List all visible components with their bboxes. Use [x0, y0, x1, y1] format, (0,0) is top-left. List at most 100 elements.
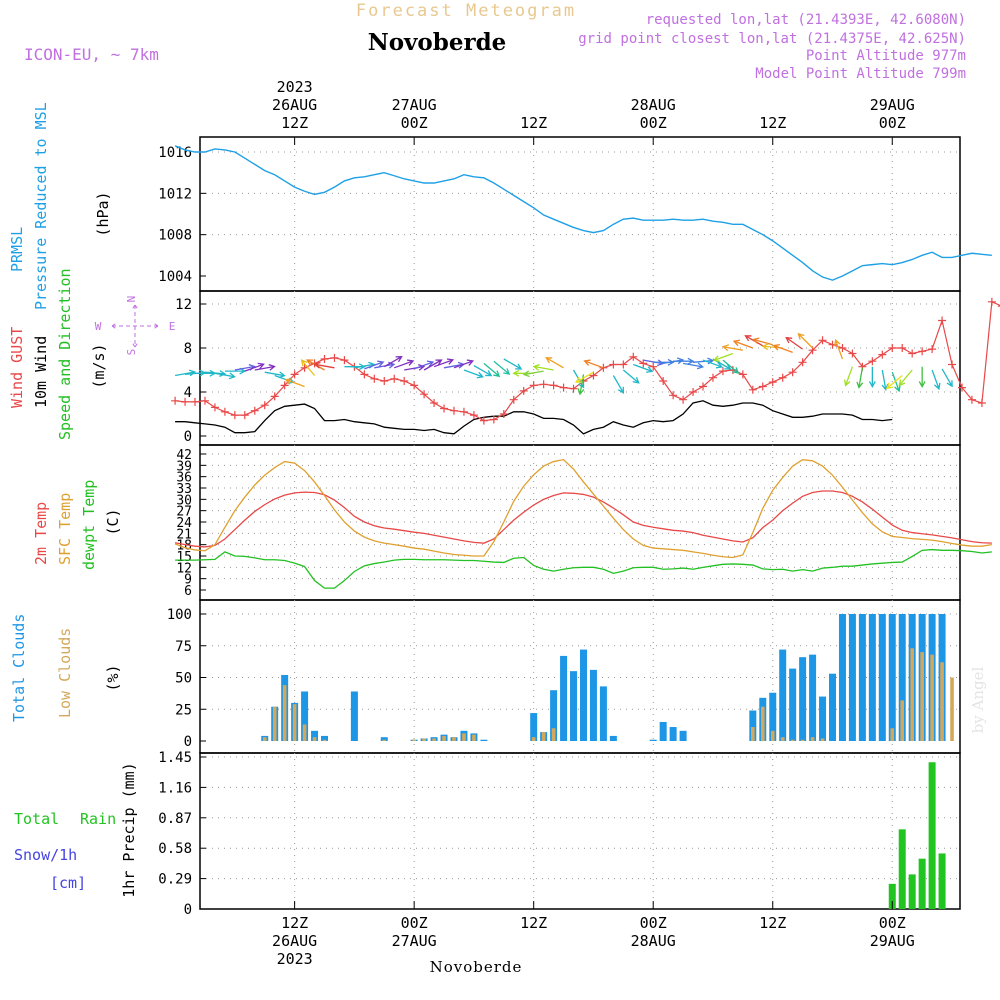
low-cloud-bar [412, 739, 416, 741]
pressure-line [174, 145, 992, 281]
gust-marker [479, 416, 488, 425]
rain-bar [908, 874, 916, 909]
rain-bar [888, 883, 896, 909]
wind-direction-arrow [732, 339, 754, 349]
bottom-date-label: 29AUG [870, 932, 915, 950]
bottom-year-label: 2023 [277, 950, 313, 968]
wind-direction-arrow [433, 358, 455, 368]
y-tick-label: 8 [184, 341, 192, 357]
total-cloud-bar [679, 730, 687, 741]
gust-marker [629, 352, 638, 361]
low-cloud-bar [820, 738, 825, 741]
gust-marker [420, 390, 429, 399]
wind-direction-arrow [868, 366, 876, 389]
y-tick-label: 0.58 [158, 841, 192, 857]
low-cloud-bar [541, 732, 546, 741]
y-tick-label: 1.16 [158, 780, 192, 796]
y-tick-label: 12 [176, 561, 192, 576]
total-cloud-bar [659, 721, 667, 741]
low-cloud-bar [312, 737, 317, 741]
total-cloud-bar [848, 614, 856, 741]
low-cloud-bar [462, 733, 466, 741]
wind-direction-arrow [712, 352, 734, 362]
dewpoint-label: dewpt Temp [80, 480, 98, 570]
compass-rose: N S W E [95, 296, 176, 356]
wind-direction-arrow [383, 356, 403, 368]
wind-direction-arrow [663, 357, 685, 365]
wind-direction-arrow [885, 375, 903, 390]
low-cloud-bar [920, 652, 924, 741]
low-cloud-bar [302, 724, 307, 741]
gust-marker [559, 383, 568, 392]
wind-direction-arrow [493, 360, 511, 375]
gust-marker [708, 373, 717, 382]
gust-marker [280, 381, 289, 390]
bottom-hour-label: 12Z [759, 914, 786, 932]
total-cloud-bar [669, 727, 677, 741]
gust-marker [449, 406, 458, 415]
y-tick-label: 33 [176, 482, 192, 497]
wind-direction-arrow [453, 359, 475, 369]
wind-direction-arrow [413, 360, 435, 370]
gust-marker [977, 399, 986, 407]
y-tick-label: 50 [175, 671, 192, 687]
y-tick-label: 25 [175, 702, 192, 718]
gust-marker [818, 336, 827, 345]
wind-direction-arrow [881, 369, 889, 392]
wind-speed-line [175, 400, 893, 435]
wind-direction-arrow [941, 368, 953, 388]
total-cloud-bar [589, 669, 597, 741]
rain-bar [898, 829, 906, 909]
gust-marker [738, 370, 747, 379]
gust-marker [181, 397, 190, 406]
total-cloud-bar [321, 735, 329, 741]
gust-marker [669, 391, 678, 400]
total-cloud-bar [579, 649, 587, 741]
wind-direction-arrow [545, 357, 564, 369]
total-cloud-bar [530, 713, 538, 741]
wind-direction-arrow [394, 359, 415, 369]
total-cloud-bar [888, 614, 896, 741]
gust-marker [679, 395, 688, 404]
y-tick-label: 0.29 [158, 872, 192, 888]
total-cloud-bar [350, 691, 358, 741]
wind-direction-arrow [204, 370, 227, 377]
wind-direction-arrow [844, 366, 854, 387]
panels: 1004100810121016048126912151821242730333… [8, 102, 1000, 918]
gust-marker [430, 399, 439, 407]
sfc-temp-label: SFC Temp [56, 493, 74, 565]
bottom-hour-label: 12Z [520, 914, 547, 932]
gust-marker [599, 363, 608, 372]
gust-marker [519, 386, 528, 395]
gust-marker [549, 381, 558, 390]
low-cloud-bar [890, 728, 895, 741]
y-tick-label: 4 [184, 385, 192, 401]
panel-pressure: 1004 1008 1012 1016 [158, 136, 961, 292]
wind-direction-arrow [264, 371, 286, 379]
requested-coords: requested lon,lat (21.4393E, 42.6080N) [646, 12, 966, 28]
wind-direction-arrow [898, 369, 913, 387]
gust-marker [240, 411, 249, 420]
y-tick-label: 24 [176, 516, 192, 531]
low-cloud-bar [262, 737, 267, 741]
wind-direction-arrow [522, 370, 544, 378]
low-cloud-bar [770, 730, 775, 741]
total-cloud-bar [809, 654, 817, 741]
low-cloud-bar [322, 739, 327, 741]
wind-direction-arrow [834, 338, 844, 360]
header: Forecast Meteogram Novoberde ICON-EU, ~ … [24, 1, 966, 82]
gust-marker [569, 384, 578, 393]
gust-marker [290, 370, 299, 379]
gust-marker [908, 349, 917, 358]
total-cloud-bar [649, 739, 657, 741]
total-cloud-bar [301, 691, 309, 741]
gust-marker [649, 362, 658, 371]
gust-marker [868, 357, 877, 366]
wind-direction-arrow [721, 344, 743, 351]
total-cloud-bar [858, 614, 866, 741]
low-cloud-bar [940, 662, 944, 741]
gust-marker [410, 381, 419, 390]
total-cloud-bar [779, 649, 787, 741]
low-cloud-bar [422, 738, 426, 741]
